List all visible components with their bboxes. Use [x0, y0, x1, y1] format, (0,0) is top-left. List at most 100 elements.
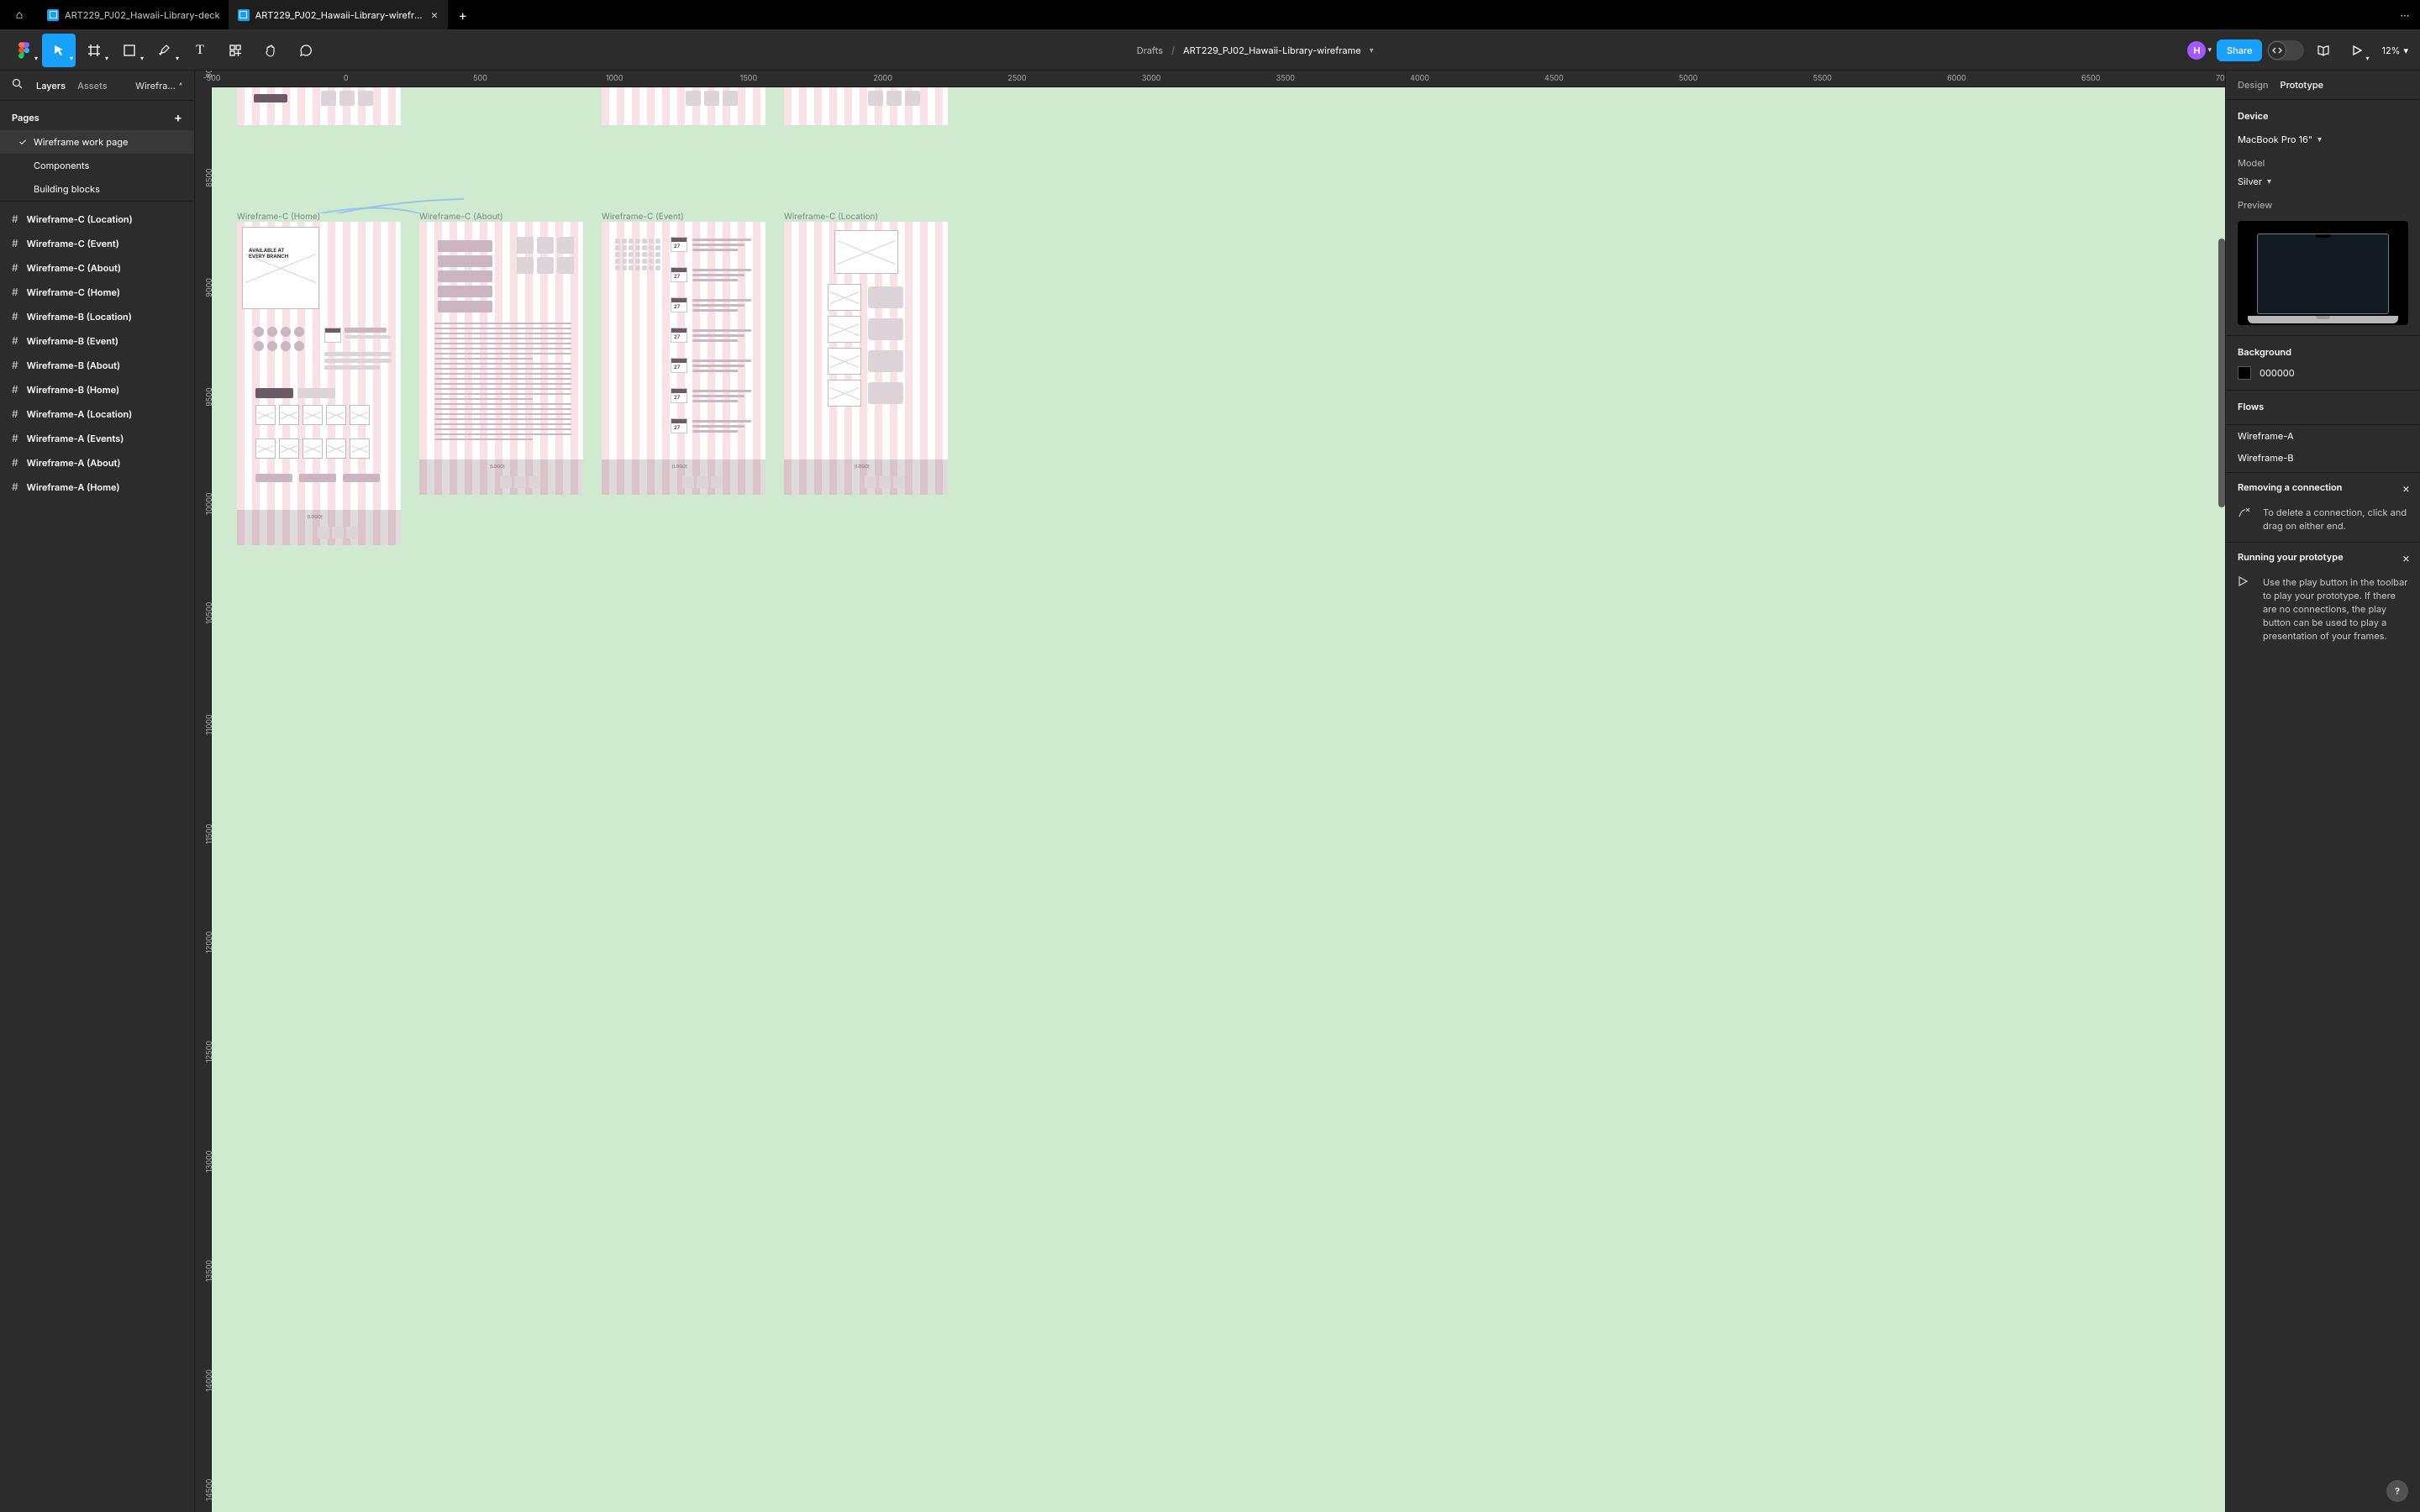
design-tab[interactable]: Design: [2238, 79, 2269, 91]
page-label: Wireframe work page: [34, 136, 128, 148]
canvas[interactable]: -500050010001500200025003000350040004500…: [195, 71, 2225, 1512]
frame-icon: #: [12, 261, 18, 274]
dev-mode-toggle[interactable]: [2267, 40, 2304, 60]
chevron-down-icon: ▾: [140, 54, 144, 62]
prototype-tab[interactable]: Prototype: [2281, 79, 2324, 91]
frame-fragment[interactable]: [602, 87, 765, 125]
file-name[interactable]: ART229_PJ02_Hawaii-Library-wireframe: [1183, 45, 1361, 56]
close-hint-button[interactable]: ×: [2402, 481, 2410, 496]
frame-about[interactable]: [LOGO]: [419, 222, 583, 495]
tab-label: ART229_PJ02_Hawaii-Library-deck: [65, 9, 220, 21]
search-icon[interactable]: [12, 78, 23, 92]
share-button[interactable]: Share: [2217, 39, 2262, 61]
hand-tool[interactable]: [254, 34, 287, 67]
layer-item[interactable]: # Wireframe-A (Events): [0, 426, 194, 450]
play-icon: [2238, 576, 2253, 643]
layer-item[interactable]: # Wireframe-C (Home): [0, 280, 194, 304]
layer-item[interactable]: # Wireframe-C (About): [0, 255, 194, 280]
model-label: Model: [2238, 154, 2408, 172]
close-tab-icon[interactable]: ×: [430, 8, 438, 22]
frame-fragment[interactable]: [237, 87, 401, 125]
background-color[interactable]: 000000: [2238, 366, 2408, 380]
layers-list: # Wireframe-C (Location)# Wireframe-C (E…: [0, 201, 194, 1512]
hero-text: AVAILABLE AT EVERY BRANCH: [249, 249, 288, 260]
user-avatar[interactable]: H: [2187, 41, 2206, 60]
file-tab[interactable]: ART229_PJ02_Hawaii-Library-wireframe ×: [229, 0, 448, 29]
move-tool[interactable]: ▾: [42, 34, 76, 67]
chevron-down-icon: ▾: [34, 54, 38, 62]
device-selector[interactable]: MacBook Pro 16" ▾: [2238, 130, 2408, 149]
layer-item[interactable]: # Wireframe-B (About): [0, 353, 194, 377]
layer-item[interactable]: # Wireframe-A (About): [0, 450, 194, 475]
page-item[interactable]: ✓ Components: [0, 154, 194, 177]
file-tab[interactable]: ART229_PJ02_Hawaii-Library-deck: [39, 0, 229, 29]
frame-label[interactable]: Wireframe-C (Home): [237, 212, 320, 222]
color-swatch[interactable]: [2238, 366, 2251, 380]
assets-tab[interactable]: Assets: [77, 80, 108, 92]
layer-item[interactable]: # Wireframe-A (Home): [0, 475, 194, 499]
frame-label[interactable]: Wireframe-C (Event): [602, 212, 684, 222]
layers-tab[interactable]: Layers: [36, 80, 66, 92]
tab-overflow-button[interactable]: ⋯: [2390, 0, 2420, 29]
layer-item[interactable]: # Wireframe-C (Event): [0, 231, 194, 255]
present-button[interactable]: ▾: [2343, 34, 2371, 67]
comment-tool[interactable]: [289, 34, 323, 67]
layer-item[interactable]: # Wireframe-C (Location): [0, 207, 194, 231]
frame-label[interactable]: Wireframe-C (Location): [784, 212, 878, 222]
frame-tool[interactable]: ▾: [77, 34, 111, 67]
shape-tool[interactable]: ▾: [113, 34, 146, 67]
model-selector[interactable]: Silver ▾: [2238, 172, 2408, 191]
layer-label: Wireframe-B (About): [27, 360, 121, 371]
frame-icon: #: [12, 359, 18, 371]
page-selector[interactable]: Wirefra… ˄: [135, 80, 182, 92]
left-panel: Layers Assets Wirefra… ˄ Pages + ✓ Wiref…: [0, 71, 195, 1512]
canvas-stage[interactable]: Wireframe-C (Home) Wireframe-C (About) W…: [212, 87, 2225, 1512]
background-value: 000000: [2260, 367, 2295, 379]
add-page-button[interactable]: +: [174, 109, 182, 125]
chevron-down-icon: ▾: [2403, 45, 2408, 56]
breadcrumb-root[interactable]: Drafts: [1137, 45, 1163, 56]
frame-label[interactable]: Wireframe-C (About): [419, 212, 503, 222]
close-hint-button[interactable]: ×: [2402, 551, 2410, 565]
right-panel: Design Prototype Device MacBook Pro 16" …: [2225, 71, 2420, 1512]
layer-label: Wireframe-B (Home): [27, 384, 120, 396]
ruler-horizontal: -500050010001500200025003000350040004500…: [212, 71, 2225, 87]
help-button[interactable]: ?: [2386, 1480, 2408, 1502]
breadcrumb-separator: /: [1171, 45, 1175, 56]
text-tool[interactable]: T: [183, 34, 217, 67]
chevron-down-icon[interactable]: ▾: [2207, 45, 2212, 55]
file-breadcrumb[interactable]: Drafts / ART229_PJ02_Hawaii-Library-wire…: [324, 45, 2186, 56]
layer-label: Wireframe-C (Event): [27, 238, 119, 249]
figma-file-icon: [47, 9, 59, 21]
layer-item[interactable]: # Wireframe-B (Event): [0, 328, 194, 353]
library-button[interactable]: [2309, 34, 2338, 67]
device-heading: Device: [2238, 110, 2408, 122]
chevron-down-icon: ▾: [176, 54, 179, 62]
resources-tool[interactable]: [218, 34, 252, 67]
frame-icon: #: [12, 432, 18, 444]
chevron-down-icon: ▾: [2365, 54, 2369, 62]
page-item[interactable]: ✓ Wireframe work page: [0, 130, 194, 154]
pen-tool[interactable]: ▾: [148, 34, 182, 67]
layer-item[interactable]: # Wireframe-B (Home): [0, 377, 194, 402]
figma-file-icon: [238, 9, 250, 21]
zoom-dropdown[interactable]: 12% ▾: [2376, 45, 2413, 56]
tab-strip: ⌂ ART229_PJ02_Hawaii-Library-deck ART229…: [0, 0, 2420, 30]
frame-location[interactable]: [LOGO]: [784, 222, 948, 495]
flow-item[interactable]: Wireframe-B: [2226, 447, 2420, 469]
frame-event[interactable]: 27272727272727 [LOGO]: [602, 222, 765, 495]
figma-menu-button[interactable]: ▾: [7, 34, 40, 67]
frame-icon: #: [12, 407, 18, 420]
chevron-down-icon[interactable]: ▾: [1370, 45, 1374, 55]
page-item[interactable]: ✓ Building blocks: [0, 177, 194, 201]
flow-item[interactable]: Wireframe-A: [2226, 425, 2420, 447]
frame-icon: #: [12, 237, 18, 249]
canvas-scrollbar[interactable]: [2218, 239, 2225, 507]
frame-fragment[interactable]: [784, 87, 948, 125]
frame-home[interactable]: AVAILABLE AT EVERY BRANCH: [237, 222, 401, 545]
new-tab-button[interactable]: +: [448, 0, 478, 29]
layer-item[interactable]: # Wireframe-A (Location): [0, 402, 194, 426]
layer-item[interactable]: # Wireframe-B (Location): [0, 304, 194, 328]
home-tab[interactable]: ⌂: [0, 0, 39, 29]
layer-label: Wireframe-C (Home): [27, 286, 120, 298]
